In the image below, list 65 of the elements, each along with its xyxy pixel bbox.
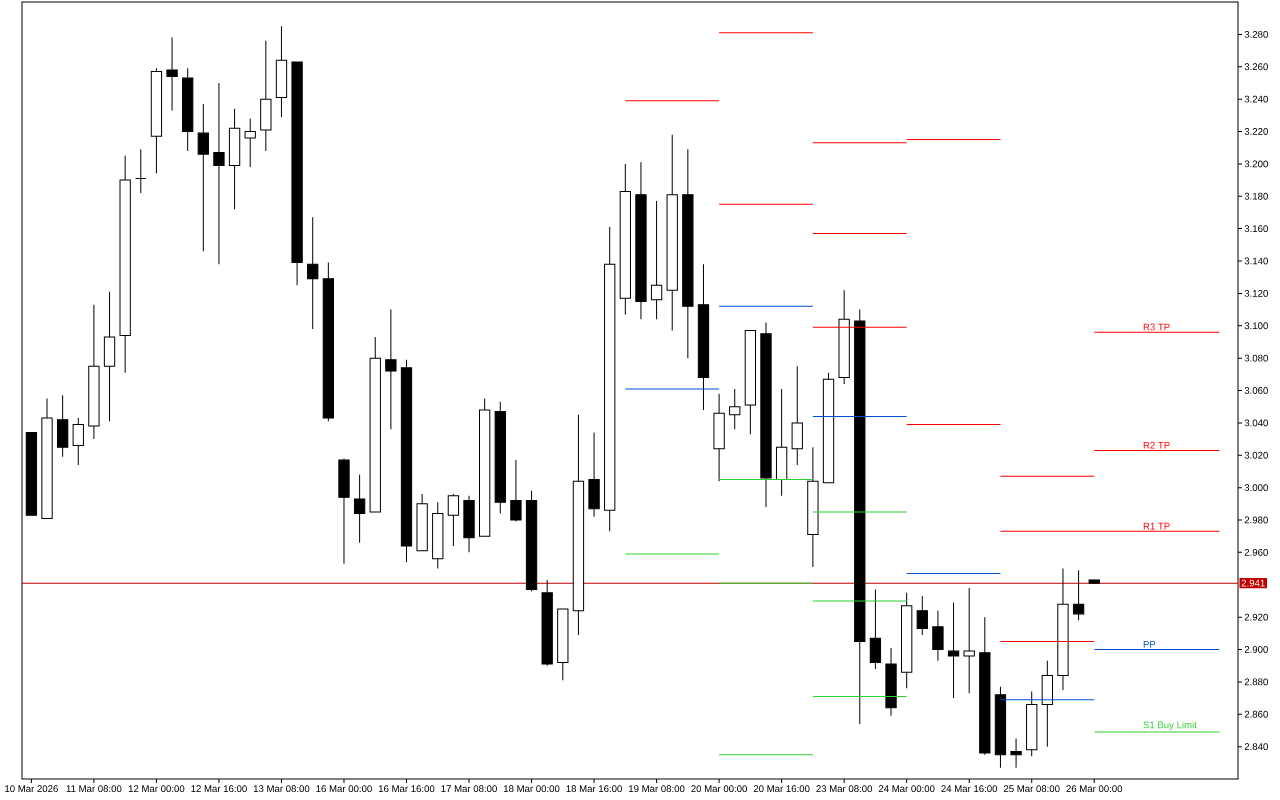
x-tick-label: 20 Mar 00:00 [691, 785, 747, 793]
candlestick [385, 309, 397, 430]
y-tick-label: 3.020 [1244, 451, 1268, 459]
x-tick-label: 16 Mar 00:00 [316, 785, 372, 793]
candlestick [916, 595, 928, 636]
x-tick-label: 25 Mar 08:00 [1003, 785, 1060, 793]
x-tick-label: 16 Mar 16:00 [378, 785, 435, 793]
candlestick [197, 103, 209, 252]
y-tick-label: 3.220 [1244, 128, 1268, 135]
y-tick-label: 3.060 [1244, 387, 1268, 394]
y-tick-label: 2.880 [1244, 678, 1268, 686]
y-tick-label: 3.280 [1244, 30, 1268, 38]
x-tick-label: 20 Mar 16:00 [753, 785, 810, 793]
candlestick [729, 388, 741, 430]
x-tick-label: 12 Mar 00:00 [128, 785, 185, 793]
candlestick [947, 602, 960, 699]
x-tick-label: 18 Mar 00:00 [503, 785, 560, 793]
x-tick-label: 23 Mar 08:00 [816, 785, 873, 793]
y-tick-label: 3.260 [1244, 63, 1268, 71]
x-tick-label: 19 Mar 08:00 [629, 785, 685, 793]
y-tick-label: 2.960 [1244, 548, 1268, 556]
x-tick-label: 24 Mar 00:00 [878, 785, 935, 793]
candlestick [213, 82, 225, 265]
y-tick-label: 3.160 [1244, 225, 1268, 233]
series-label: R1 TP [1143, 522, 1170, 530]
series-label: R2 TP [1143, 441, 1170, 449]
y-tick-label: 3.240 [1244, 95, 1268, 103]
x-tick-label: 18 Mar 16:00 [566, 785, 622, 793]
candlestick [166, 37, 178, 111]
candlestick [244, 118, 256, 168]
x-tick-label: 26 Mar 00:00 [1066, 785, 1123, 793]
series-label: S1 Buy Limit [1143, 721, 1197, 731]
y-tick-label: 3.200 [1244, 160, 1268, 168]
x-tick-label: 12 Mar 16:00 [191, 785, 247, 793]
series-label: R3 TP [1143, 323, 1170, 331]
candlestick [447, 493, 460, 547]
candlestick [510, 459, 522, 523]
y-tick-label: 2.900 [1244, 646, 1268, 653]
candlestick [1072, 569, 1085, 621]
y-tick-label: 2.840 [1244, 743, 1268, 751]
candlestick [72, 417, 84, 466]
y-tick-label: 3.080 [1244, 354, 1268, 362]
series-label: PP [1143, 641, 1156, 648]
candlestick [353, 474, 366, 544]
y-tick-label: 3.000 [1244, 484, 1268, 492]
x-tick-label: 24 Mar 16:00 [941, 785, 998, 793]
x-tick-label: 11 Mar 08:00 [66, 785, 122, 793]
x-tick-label: 13 Mar 08:00 [253, 785, 310, 793]
candlestick [932, 610, 944, 662]
y-tick-label: 2.980 [1244, 516, 1268, 524]
y-tick-label: 2.920 [1244, 613, 1268, 621]
x-tick-label: 17 Mar 08:00 [441, 785, 497, 793]
y-tick-label: 3.180 [1244, 192, 1268, 200]
x-tick-label: 10 Mar 2026 [5, 785, 58, 793]
candlestick [650, 200, 663, 320]
candlestick [135, 148, 147, 194]
y-tick-label: 3.140 [1244, 257, 1268, 265]
y-tick-label: 3.120 [1244, 289, 1268, 297]
candlestick [963, 587, 975, 694]
y-tick-label: 3.040 [1244, 419, 1268, 427]
y-tick-label: 2.860 [1244, 710, 1268, 718]
candlestick [1010, 738, 1022, 769]
candlestick [307, 216, 319, 330]
y-tick-label: 3.100 [1244, 322, 1268, 330]
ref-line-label: 2.941 [1241, 579, 1265, 587]
